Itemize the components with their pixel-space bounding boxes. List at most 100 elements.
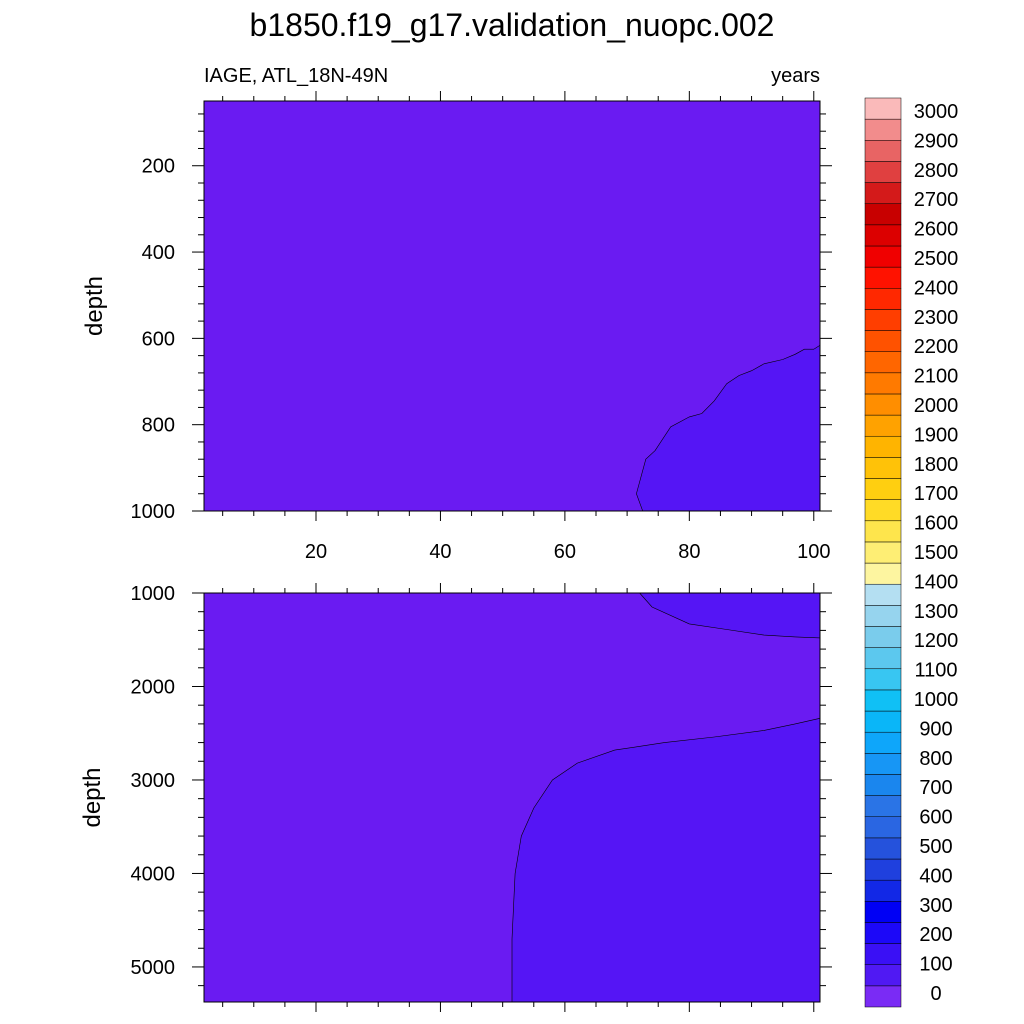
x-tick-label: 100: [797, 541, 830, 563]
colorbar-level-label: 1200: [914, 630, 959, 652]
plot-frame: [203, 100, 821, 512]
colorbar-level-label: 500: [919, 836, 952, 858]
x-tick-label: 80: [678, 541, 700, 563]
colorbar-level-label: 2500: [914, 248, 959, 270]
x-tick-label: 40: [429, 541, 451, 563]
colorbar-swatch: [864, 414, 902, 437]
colorbar-swatch: [864, 858, 902, 881]
colorbar-legend: 0 100 200 300 400 500 600 700 800 900 1000 1100 1200…: [864, 97, 959, 1008]
colorbar-swatch: [864, 330, 902, 352]
colorbar-level-label: 400: [919, 865, 952, 887]
colorbar-level-label: 1800: [914, 454, 959, 476]
colorbar-swatch: [864, 393, 902, 416]
colorbar-level-label: 3000: [914, 101, 959, 123]
y-tick-label: 200: [142, 156, 175, 178]
colorbar-swatch: [864, 731, 902, 754]
units-subtitle: years: [771, 65, 820, 87]
colorbar-swatch: [864, 182, 902, 204]
lower-depth-panel: 1000 2000 3000 4000 5000 depth: [79, 583, 832, 1012]
colorbar-swatch: [864, 351, 902, 374]
colorbar-swatch: [864, 753, 902, 775]
y-tick-label: 1000: [131, 501, 176, 523]
colorbar-swatch: [864, 478, 902, 500]
colorbar-swatch: [864, 795, 902, 817]
y-tick-label: 4000: [131, 863, 176, 885]
colorbar-level-label: 900: [919, 718, 952, 740]
colorbar-level-label: 1300: [914, 601, 959, 623]
y-tick-label: 2000: [131, 676, 176, 698]
colorbar-swatch: [864, 97, 902, 120]
colorbar-level-label: 1400: [914, 571, 959, 593]
colorbar-level-label: 2400: [914, 277, 959, 299]
colorbar-swatch: [864, 922, 902, 944]
colorbar-swatch: [864, 118, 902, 141]
colorbar-swatch: [864, 964, 902, 987]
colorbar-level-label: 0: [930, 983, 941, 1005]
colorbar-level-label: 1100: [914, 660, 957, 682]
colorbar-swatch: [864, 224, 902, 247]
colorbar-swatch: [864, 562, 902, 585]
contour-region-1: [636, 344, 821, 512]
colorbar-swatch: [864, 837, 902, 860]
colorbar-level-label: 200: [919, 924, 952, 946]
colorbar-swatch: [864, 372, 902, 395]
colorbar-level-label: 700: [919, 777, 952, 799]
colorbar-swatch: [864, 203, 902, 226]
colorbar-swatch: [864, 541, 902, 564]
colorbar-swatch: [864, 710, 902, 733]
colorbar-swatch: [864, 901, 902, 923]
colorbar-level-label: 2000: [914, 395, 959, 417]
colorbar-swatch: [864, 774, 902, 796]
colorbar-swatch: [864, 435, 902, 458]
variable-region-subtitle: IAGE, ATL_18N-49N: [204, 65, 388, 87]
colorbar-level-label: 2300: [914, 307, 959, 329]
colorbar-level-label: 1500: [914, 542, 959, 564]
colorbar-level-label: 2700: [914, 189, 959, 211]
colorbar-level-label: 100: [919, 954, 952, 976]
colorbar-level-label: 2200: [914, 336, 959, 358]
plot-frame: [203, 592, 821, 1003]
colorbar-swatch: [864, 309, 902, 331]
colorbar-level-label: 1700: [914, 483, 959, 505]
y-tick-label: 3000: [131, 770, 176, 792]
colorbar-level-label: 2100: [914, 366, 959, 388]
x-tick-label: 60: [554, 541, 576, 563]
colorbar-swatch: [864, 647, 902, 670]
contour-region-2: [511, 717, 821, 1003]
y-axis-label: depth: [79, 767, 106, 827]
colorbar-swatch: [864, 816, 902, 839]
colorbar-level-label: 2800: [914, 160, 959, 182]
colorbar-swatch: [864, 288, 902, 310]
y-tick-label: 1000: [131, 583, 176, 605]
colorbar-level-label: 2900: [914, 130, 959, 152]
chart-title: b1850.f19_g17.validation_nuopc.002: [250, 7, 775, 43]
y-tick-label: 5000: [131, 957, 176, 979]
colorbar-swatch: [864, 245, 902, 268]
colorbar-swatch: [864, 520, 902, 543]
colorbar-swatch: [864, 457, 902, 479]
colorbar-level-label: 2600: [914, 219, 959, 241]
colorbar-swatch: [864, 668, 902, 691]
colorbar-swatch: [864, 689, 902, 712]
colorbar-swatch: [864, 626, 902, 648]
y-tick-label: 400: [142, 242, 175, 264]
y-tick-label: 800: [142, 415, 175, 437]
colorbar-level-label: 1000: [914, 689, 959, 711]
colorbar-level-label: 1900: [914, 424, 959, 446]
x-axis-tick-labels: 20 40 60 80 100: [305, 541, 831, 563]
colorbar-swatch: [864, 161, 902, 183]
colorbar-level-label: 1600: [914, 513, 959, 535]
colorbar-swatch: [864, 583, 902, 606]
x-tick-label: 20: [305, 541, 327, 563]
colorbar-swatch: [864, 943, 902, 965]
colorbar-swatch: [864, 985, 902, 1008]
y-tick-label: 600: [142, 328, 175, 350]
colorbar-swatch: [864, 140, 902, 162]
colorbar-swatch: [864, 499, 902, 522]
colorbar-level-label: 300: [919, 895, 952, 917]
colorbar-level-label: 600: [919, 807, 952, 829]
colorbar-swatch: [864, 879, 902, 902]
colorbar-swatch: [864, 266, 902, 289]
colorbar-swatch: [864, 605, 902, 627]
